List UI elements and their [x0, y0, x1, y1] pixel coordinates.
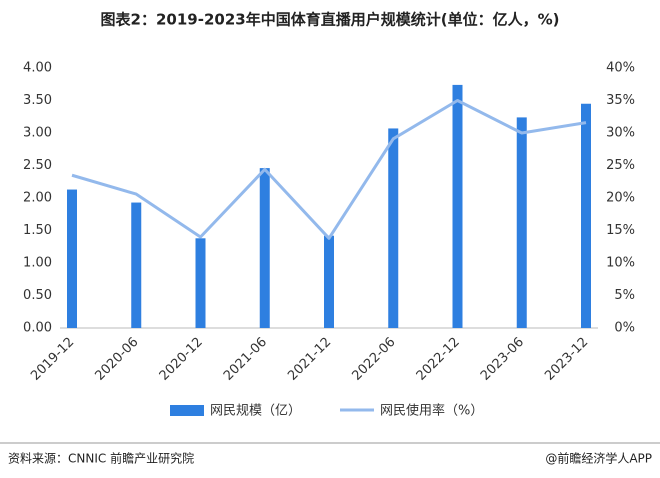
source: 资料来源：CNNIC 前瞻产业研究院	[8, 451, 194, 466]
y2-tick-label: 10%	[606, 256, 635, 271]
y2-tick-label: 0%	[614, 321, 635, 336]
y2-tick-label: 35%	[606, 93, 635, 108]
bar	[195, 238, 206, 328]
y-tick-label: 0.50	[23, 288, 52, 303]
y-tick-label: 0.00	[23, 321, 52, 336]
y2-tick-label: 5%	[614, 288, 635, 303]
bar	[388, 128, 399, 328]
y-tick-label: 1.00	[23, 256, 52, 271]
bar	[67, 189, 77, 328]
legend-label: 网民规模（亿）	[210, 404, 301, 419]
y2-tick-label: 30%	[606, 126, 635, 141]
y2-tick-label: 20%	[606, 191, 635, 206]
credit: @前瞻经济学人APP	[545, 451, 652, 466]
y-tick-label: 3.50	[23, 93, 52, 108]
y-tick-label: 3.00	[23, 126, 52, 141]
bar	[452, 84, 463, 329]
y-tick-label: 2.50	[23, 158, 52, 173]
line	[71, 99, 587, 240]
bar	[259, 168, 270, 328]
bar	[131, 202, 142, 328]
bar	[581, 103, 591, 328]
y2-tick-label: 15%	[606, 223, 635, 238]
y2-tick-label: 25%	[606, 158, 635, 173]
bar	[324, 235, 334, 328]
y-tick-label: 1.50	[23, 223, 52, 238]
legend-label: 网民使用率（%）	[380, 403, 483, 419]
bar	[516, 117, 527, 329]
y2-tick-label: 40%	[606, 61, 635, 76]
y-tick-label: 2.00	[23, 191, 52, 206]
y-tick-label: 4.00	[23, 61, 52, 76]
legend-swatch	[170, 405, 204, 416]
chart-title: 图表2：2019-2023年中国体育直播用户规模统计(单位：亿人，%)	[101, 11, 560, 29]
